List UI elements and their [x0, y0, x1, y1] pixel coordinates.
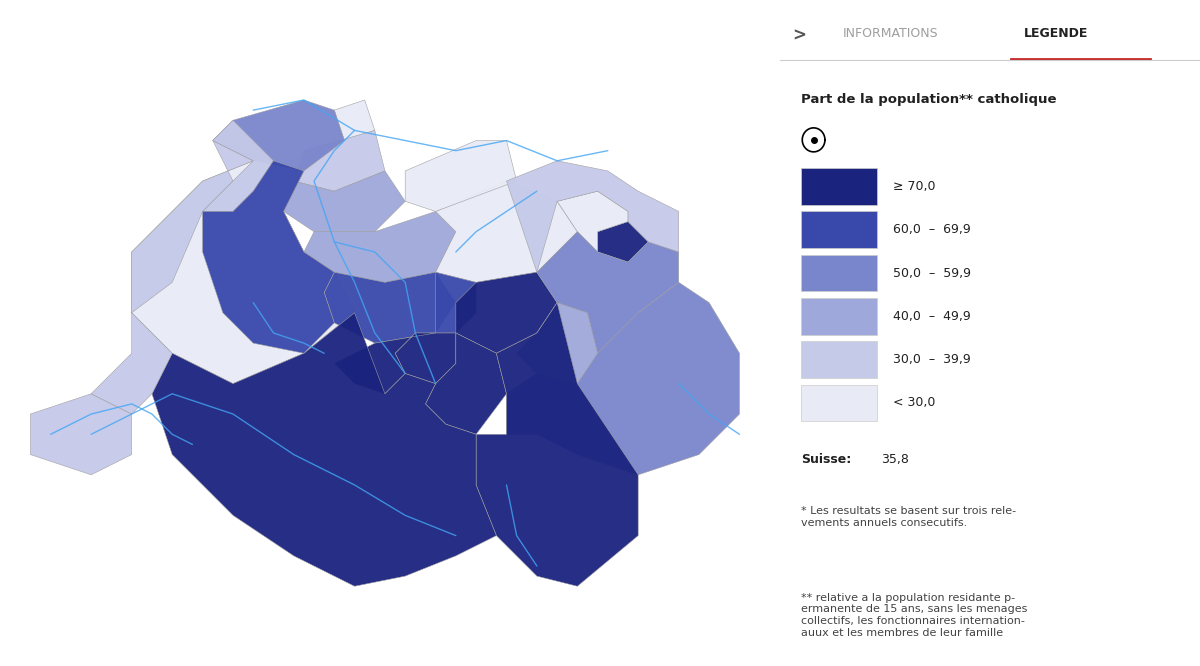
Polygon shape: [335, 100, 374, 141]
Polygon shape: [436, 181, 577, 282]
Polygon shape: [152, 313, 497, 586]
Polygon shape: [324, 272, 456, 343]
Polygon shape: [335, 333, 436, 394]
Polygon shape: [132, 161, 354, 384]
Text: ≥ 70,0: ≥ 70,0: [893, 180, 936, 193]
Polygon shape: [506, 282, 739, 475]
Polygon shape: [436, 272, 476, 333]
Text: 30,0  –  39,9: 30,0 – 39,9: [893, 353, 971, 366]
Text: Suisse:: Suisse:: [802, 453, 851, 466]
Polygon shape: [476, 302, 638, 586]
Text: 50,0  –  59,9: 50,0 – 59,9: [893, 266, 972, 280]
Text: INFORMATIONS: INFORMATIONS: [842, 27, 938, 40]
Polygon shape: [536, 232, 679, 353]
FancyBboxPatch shape: [802, 342, 876, 378]
Polygon shape: [304, 211, 456, 282]
FancyBboxPatch shape: [802, 298, 876, 335]
FancyBboxPatch shape: [802, 211, 876, 248]
Polygon shape: [212, 100, 344, 171]
Polygon shape: [294, 131, 385, 191]
FancyBboxPatch shape: [802, 254, 876, 292]
Text: >: >: [793, 27, 806, 45]
Polygon shape: [557, 191, 628, 252]
Point: [1003, 55, 1018, 63]
Polygon shape: [598, 222, 648, 262]
Polygon shape: [426, 333, 506, 434]
Text: LEGENDE: LEGENDE: [1024, 27, 1088, 40]
Polygon shape: [30, 394, 132, 475]
Polygon shape: [406, 141, 517, 211]
Text: 35,8: 35,8: [881, 453, 908, 466]
Text: < 30,0: < 30,0: [893, 396, 936, 410]
Polygon shape: [395, 333, 456, 384]
Point: [1142, 55, 1157, 63]
Polygon shape: [283, 171, 406, 232]
Text: 60,0  –  69,9: 60,0 – 69,9: [893, 223, 971, 236]
Text: Part de la population** catholique: Part de la population** catholique: [802, 93, 1056, 107]
Text: ** relative a la population residante p-
ermanente de 15 ans, sans les menages
c: ** relative a la population residante p-…: [802, 593, 1027, 637]
Text: * Les resultats se basent sur trois rele-
vements annuels consecutifs.: * Les resultats se basent sur trois rele…: [802, 506, 1016, 527]
Polygon shape: [203, 161, 335, 353]
Polygon shape: [456, 272, 557, 353]
Text: 40,0  –  49,9: 40,0 – 49,9: [893, 310, 971, 323]
Polygon shape: [506, 161, 679, 272]
Polygon shape: [91, 141, 253, 414]
FancyBboxPatch shape: [802, 168, 876, 205]
Polygon shape: [517, 302, 598, 384]
Polygon shape: [203, 121, 274, 211]
FancyBboxPatch shape: [802, 385, 876, 422]
